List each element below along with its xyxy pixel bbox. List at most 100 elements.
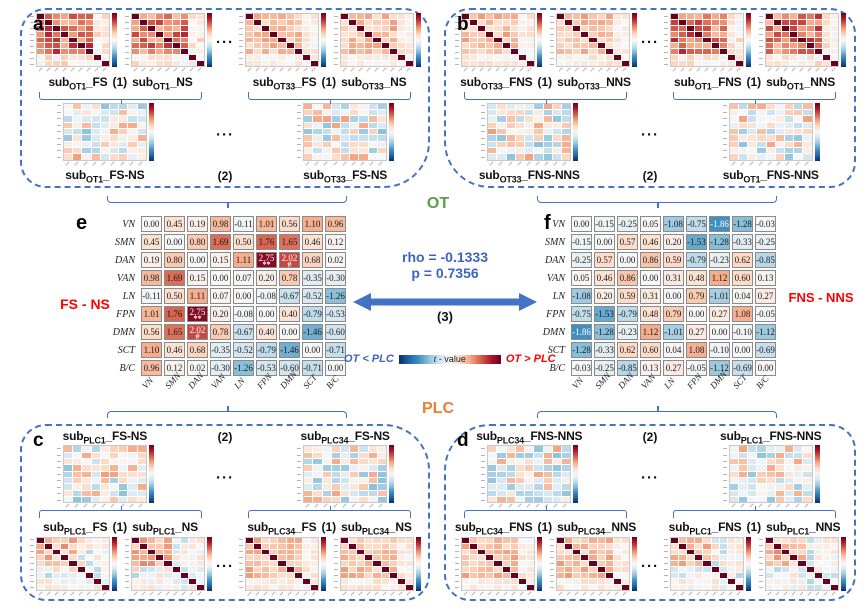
thumb-cell: [254, 537, 262, 543]
panel-d-box: d subPLC34_FNS-NNS ··· (2) subPLC1_FNS-NNS su…: [444, 424, 856, 601]
thumb-cell: [286, 543, 294, 549]
thumb-cell: [525, 446, 534, 452]
thumb-cell: [69, 31, 77, 37]
scan-pair-maps: [454, 13, 637, 74]
t-value-cell: -1.08: [571, 288, 592, 304]
thumb-cell: [790, 537, 798, 543]
thumb-cell: [100, 135, 109, 141]
thumb-cell: [128, 459, 137, 465]
thumb-cell: [93, 561, 101, 567]
subject-matrix-label: subPLC1_FNS-NNS: [720, 429, 822, 446]
panel-b-content: subOT33_FNS (1) subOT33_NNS ··· subOT1_FNS (1…: [451, 13, 849, 184]
thumb-cell: [525, 497, 534, 503]
subject-matrix-label: subPLC34_NS: [341, 520, 412, 537]
thumb-cell: [109, 465, 119, 471]
thumb-cell: [526, 55, 534, 61]
thumb-cell: [729, 116, 738, 122]
thumb-cell: [790, 55, 798, 61]
thumb-cell: [552, 490, 562, 497]
scan-pair-labels: subOT33_FS (1) subOT33_NS: [253, 75, 407, 91]
difference-item: subOT33_FS-NS: [267, 102, 423, 184]
thumb-cell: [494, 43, 502, 49]
thumb-cell: [562, 490, 571, 497]
thumb-cell: [85, 19, 93, 25]
thumb-cell: [262, 55, 270, 61]
thumb-cell: [727, 55, 735, 61]
difference-matrix-thumbnail: [480, 102, 579, 168]
thumb-cell: [814, 37, 822, 43]
thumb-cell: [294, 49, 302, 55]
thumb-cell: [53, 31, 61, 37]
thumb-cell: [565, 567, 573, 573]
t-value-number: -0.03: [756, 218, 775, 229]
thumb-cell: [757, 116, 766, 122]
thumb-cell: [526, 573, 534, 578]
thumb-cell: [738, 128, 748, 135]
thumb-cell: [69, 14, 77, 19]
t-value-number: 0.79: [688, 290, 705, 301]
thumb-cell: [497, 497, 506, 503]
thumb-cell: [82, 154, 91, 160]
thumb-cell: [782, 579, 790, 584]
thumbnail-grid: [36, 536, 110, 591]
t-value-cell: 0.78: [210, 324, 231, 340]
thumb-cell: [405, 37, 413, 43]
t-value-cell: 0.98: [141, 270, 162, 286]
thumb-cell: [132, 49, 140, 55]
thumb-cell: [803, 128, 812, 135]
step-1-label: (1): [537, 520, 553, 535]
thumb-cell: [621, 31, 629, 37]
thumb-cell: [63, 135, 73, 141]
thumb-cell: [589, 37, 597, 43]
thumb-cell: [341, 452, 350, 459]
thumb-cell: [525, 465, 534, 471]
thumb-cell: [478, 19, 486, 25]
thumb-cell: [368, 116, 377, 122]
thumb-cell: [695, 543, 703, 549]
connectivity-matrix-thumbnail: [333, 13, 421, 74]
thumb-cell: [37, 31, 45, 37]
panel-f-letter: f: [544, 212, 551, 234]
thumb-cell: [45, 49, 53, 55]
t-value-number: 0.00: [281, 326, 298, 337]
thumb-cell: [137, 478, 146, 484]
thumb-cell: [830, 549, 838, 555]
thumb-cell: [782, 43, 790, 49]
thumb-cell: [543, 478, 552, 484]
thumb-cell: [790, 549, 798, 555]
thumb-cell: [63, 122, 73, 128]
thumb-cell: [830, 14, 838, 19]
thumbnail-colorbar: [537, 13, 542, 67]
thumb-cell: [310, 561, 318, 567]
thumb-cell: [790, 573, 798, 578]
network-column-label: SCT: [731, 372, 749, 391]
thumb-cell: [91, 154, 100, 160]
thumbnail-colorbar: [573, 445, 579, 504]
thumb-cell: [738, 103, 748, 109]
thumb-cell: [188, 549, 196, 555]
thumb-cell: [562, 147, 571, 154]
thumb-cell: [85, 561, 93, 567]
t-value-number: 0.15: [189, 272, 206, 283]
thumb-cell: [573, 567, 581, 573]
thumb-cell: [613, 567, 621, 573]
thumb-cell: [534, 471, 543, 478]
thumb-cell: [822, 537, 830, 543]
thumb-cell: [806, 549, 814, 555]
thumb-cell: [534, 446, 543, 452]
thumb-cell: [581, 55, 589, 61]
t-value-number: 0.96: [143, 362, 160, 373]
thumb-cell: [350, 471, 359, 478]
subject-matrix-label: subOT1_FS-NS: [65, 167, 145, 184]
thumb-cell: [494, 14, 502, 19]
thumb-cell: [494, 31, 502, 37]
t-value-number: 1.11: [189, 290, 206, 301]
thumb-cell: [91, 128, 100, 135]
thumb-cell: [91, 116, 100, 122]
thumb-cell: [286, 55, 294, 61]
thumb-cell: [729, 122, 738, 128]
t-value-cell: 0.60: [732, 270, 753, 286]
thumb-cell: [798, 37, 806, 43]
thumb-cell: [156, 31, 164, 37]
thumb-cell: [806, 49, 814, 55]
